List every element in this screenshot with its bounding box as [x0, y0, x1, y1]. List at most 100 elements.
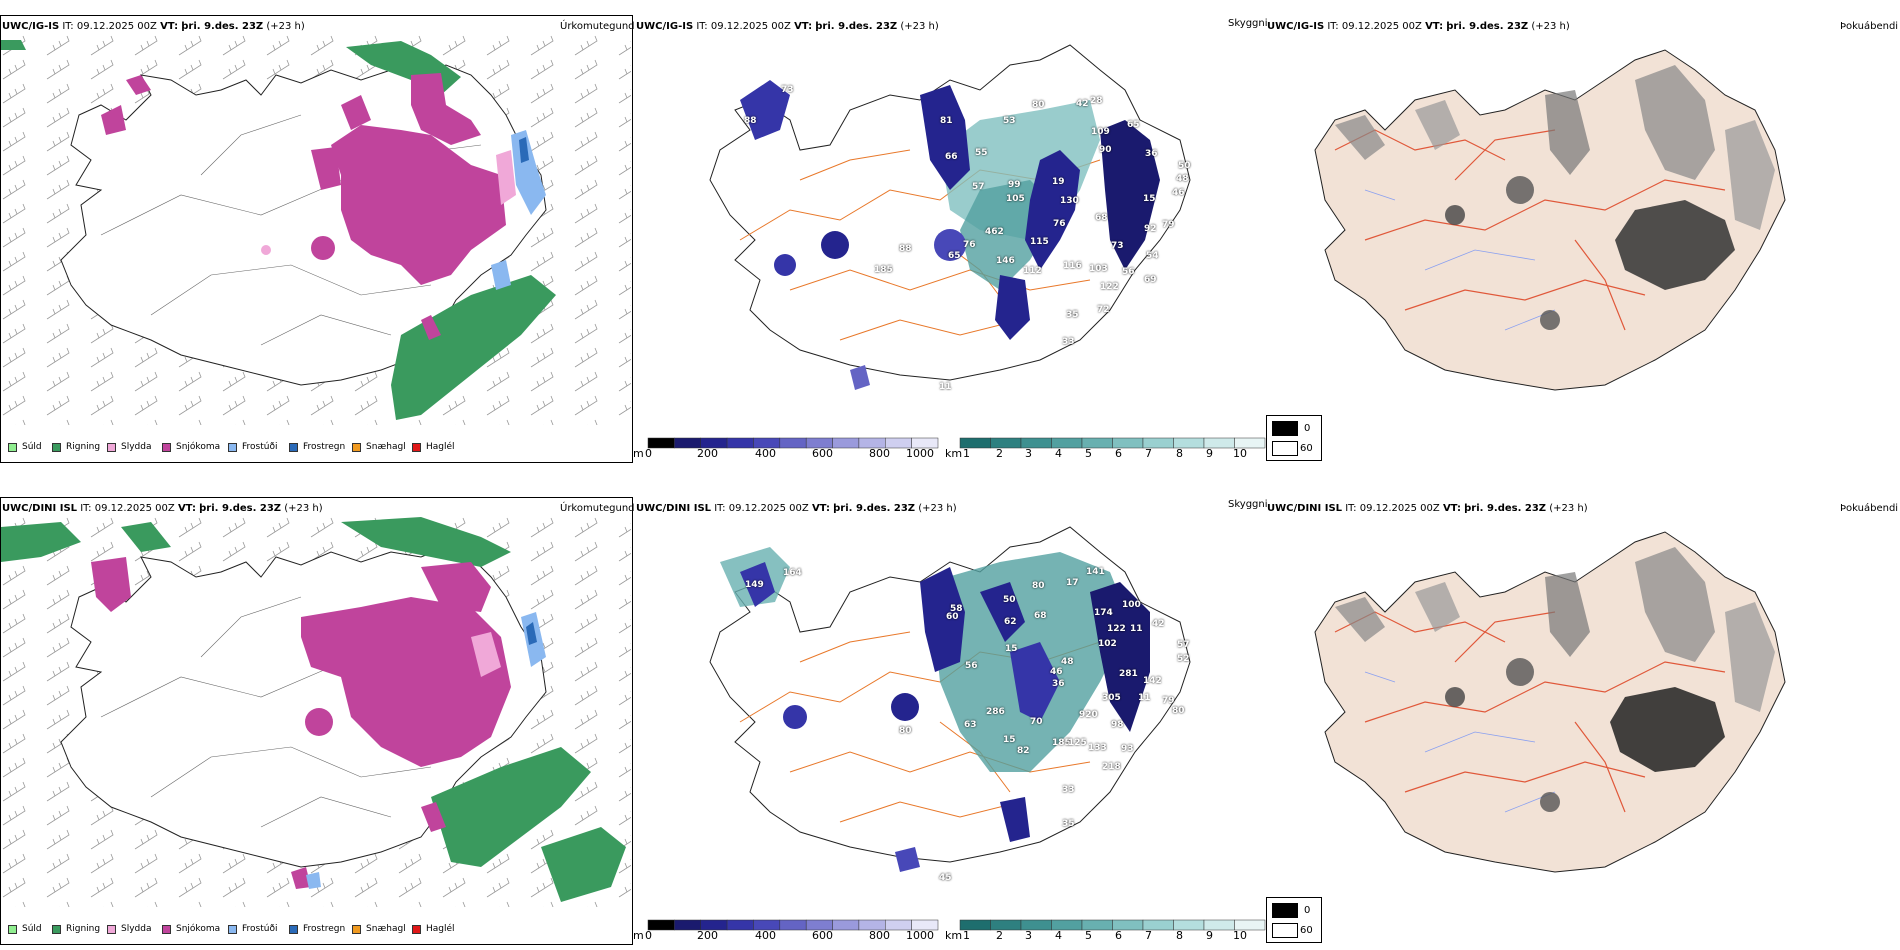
tick-label: 600: [812, 447, 833, 460]
lead-time: (+23 h): [1531, 21, 1570, 32]
value-label: 80: [1172, 706, 1185, 716]
visibility-map-2[interactable]: [680, 522, 1240, 902]
value-label: 11: [1130, 624, 1143, 634]
tick-label: 2: [996, 447, 1003, 460]
value-label: 142: [1143, 676, 1162, 686]
value-label: 98: [1111, 720, 1124, 730]
tick-label: 9: [1206, 929, 1213, 942]
vis-unit: km: [945, 447, 963, 460]
height-colorbar-1: [647, 437, 939, 449]
value-label: 46: [1050, 667, 1063, 677]
value-label: 218: [1102, 762, 1121, 772]
value-label: 115: [1030, 237, 1049, 247]
value-label: 112: [1023, 266, 1042, 276]
colorbar-segment: [832, 919, 860, 931]
model-name: UWC/IG-IS: [2, 21, 60, 32]
value-label: 146: [996, 256, 1015, 266]
value-label: 102: [1098, 639, 1117, 649]
legend-item: Haglél: [412, 924, 455, 934]
value-label: 66: [945, 152, 958, 162]
fog-map-1[interactable]: [1305, 40, 1865, 420]
model-name: UWC/IG-IS: [1267, 21, 1325, 32]
legend-label: Frostúði: [242, 924, 278, 934]
fog-legend-light-label: 60: [1300, 443, 1313, 454]
vt-label: VT:: [811, 503, 830, 514]
value-label: 122: [1107, 624, 1126, 634]
precip-map-1[interactable]: [1, 35, 631, 425]
value-label: 185: [874, 265, 893, 275]
model-name: UWC/DINI ISL: [636, 503, 712, 514]
legend-swatch: [8, 442, 17, 452]
it-value: 09.12.2025 00Z: [728, 503, 809, 514]
tick-label: 0: [645, 447, 652, 460]
legend-swatch: [52, 442, 61, 452]
value-label: 15: [1005, 644, 1018, 654]
value-label: 88: [899, 244, 912, 254]
value-label: 122: [1100, 282, 1119, 292]
it-label: IT:: [1327, 21, 1339, 32]
tick-label: 5: [1085, 929, 1092, 942]
legend-item: Rigning: [52, 924, 100, 934]
value-label: 54: [1146, 251, 1159, 261]
value-label: 60: [946, 612, 959, 622]
colorbar-segment: [911, 919, 939, 931]
legend-item: Snæhagl: [352, 924, 406, 934]
precip-map-frame: [0, 15, 633, 463]
vt-value: þri. 9.des. 23Z: [1464, 503, 1547, 514]
value-label: 88: [744, 116, 757, 126]
height-unit: m: [633, 447, 644, 460]
panel-title-precip: Úrkomutegund: [560, 21, 635, 32]
it-value: 09.12.2025 00Z: [76, 21, 157, 32]
value-label: 76: [1053, 219, 1066, 229]
colorbar-segment: [911, 437, 939, 449]
value-label: 15: [1003, 735, 1016, 745]
tick-label: 3: [1025, 447, 1032, 460]
vt-label: VT:: [1442, 503, 1461, 514]
value-label: 57: [1177, 640, 1190, 650]
legend-swatch: [52, 924, 61, 934]
tick-label: 10: [1233, 929, 1247, 942]
value-label: 62: [1004, 617, 1017, 627]
value-label: 76: [963, 240, 976, 250]
value-label: 79: [1162, 696, 1175, 706]
value-label: 79: [1162, 220, 1175, 230]
lead-time: (+23 h): [1549, 503, 1588, 514]
value-label: 164: [783, 568, 802, 578]
value-label: 105: [1006, 194, 1025, 204]
legend-swatch: [107, 924, 116, 934]
value-label: 55: [975, 148, 988, 158]
value-label: 92: [1144, 224, 1157, 234]
tick-label: 800: [869, 929, 890, 942]
value-label: 35: [1062, 819, 1075, 829]
legend-item: Snjókoma: [162, 442, 220, 452]
precip-map-2[interactable]: [1, 517, 631, 907]
legend-item: Frostúði: [228, 924, 277, 934]
legend-swatch: [412, 924, 421, 934]
value-label: 45: [939, 873, 952, 883]
fog-map-2[interactable]: [1305, 522, 1865, 902]
legend-label: Slydda: [121, 924, 152, 934]
legend-label: Slydda: [121, 442, 152, 452]
tick-label: 1000: [906, 929, 934, 942]
legend-label: Rigning: [66, 442, 101, 452]
legend-label: Frostregn: [303, 442, 346, 452]
value-label: 70: [1030, 717, 1043, 727]
legend-swatch: [352, 442, 361, 452]
value-label: 81: [940, 116, 953, 126]
value-label: 46: [1172, 188, 1185, 198]
value-label: 73: [1111, 241, 1124, 251]
lead-time: (+23 h): [918, 503, 957, 514]
legend-item: Snjókoma: [162, 924, 220, 934]
legend-swatch: [352, 924, 361, 934]
legend-label: Haglél: [426, 442, 455, 452]
it-value: 09.12.2025 00Z: [1359, 503, 1440, 514]
value-label: 80: [1032, 581, 1045, 591]
height-colorbar-2: [647, 919, 939, 931]
tick-label: 4: [1055, 447, 1062, 460]
value-label: 80: [899, 726, 912, 736]
vt-label: VT:: [1425, 21, 1444, 32]
visibility-map-1[interactable]: [680, 40, 1240, 420]
legend-label: Frostregn: [303, 924, 346, 934]
value-label: 50: [1178, 161, 1191, 171]
legend-label: Súld: [22, 924, 42, 934]
